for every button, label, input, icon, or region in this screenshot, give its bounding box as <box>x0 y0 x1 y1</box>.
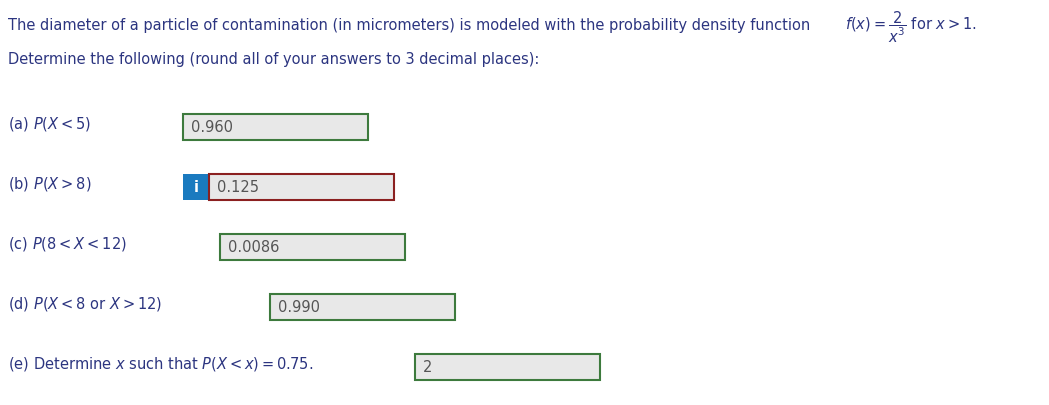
Text: $f(x) = \dfrac{2}{x^3}$ for $x > 1.$: $f(x) = \dfrac{2}{x^3}$ for $x > 1.$ <box>845 10 977 45</box>
Text: (d) $P(X < 8$ or $X > 12)$: (d) $P(X < 8$ or $X > 12)$ <box>8 294 163 312</box>
Text: The diameter of a particle of contamination (in micrometers) is modeled with the: The diameter of a particle of contaminat… <box>8 18 810 33</box>
Text: Determine the following (round all of your answers to 3 decimal places):: Determine the following (round all of yo… <box>8 52 539 67</box>
FancyBboxPatch shape <box>220 234 405 260</box>
Text: 0.0086: 0.0086 <box>228 240 279 255</box>
FancyBboxPatch shape <box>209 175 394 200</box>
Text: (b) $P(X > 8)$: (b) $P(X > 8)$ <box>8 175 91 192</box>
Text: i: i <box>193 180 198 195</box>
Text: 2: 2 <box>423 360 432 375</box>
Text: (a) $P(X < 5)$: (a) $P(X < 5)$ <box>8 115 91 133</box>
Text: 0.990: 0.990 <box>278 300 320 315</box>
Text: 0.125: 0.125 <box>217 180 259 195</box>
FancyBboxPatch shape <box>183 175 209 200</box>
Text: 0.960: 0.960 <box>191 120 233 135</box>
FancyBboxPatch shape <box>183 115 368 141</box>
Text: (c) $P(8 < X < 12)$: (c) $P(8 < X < 12)$ <box>8 234 127 252</box>
FancyBboxPatch shape <box>415 354 600 380</box>
FancyBboxPatch shape <box>270 294 455 320</box>
Text: (e) Determine $x$ such that $P(X < x) = 0.75.$: (e) Determine $x$ such that $P(X < x) = … <box>8 354 314 372</box>
